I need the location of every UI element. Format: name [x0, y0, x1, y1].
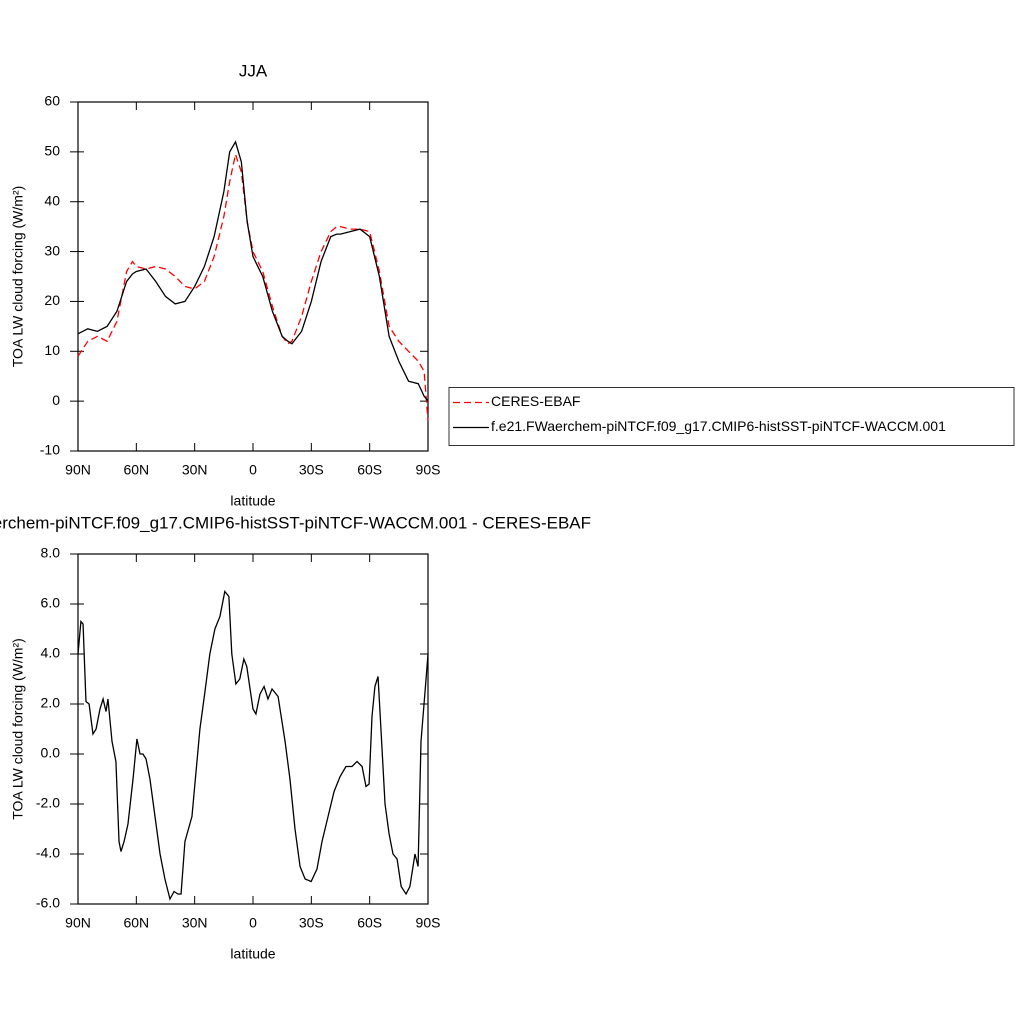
x-tick-label: 60S: [357, 462, 382, 478]
plot-frame: [77, 101, 429, 452]
y-tick-label: -2.0: [36, 795, 60, 811]
x-tick-label: 30S: [299, 915, 324, 931]
x-axis-label: latitude: [230, 946, 275, 962]
legend-box: [448, 387, 1015, 446]
y-tick-label: 6.0: [41, 595, 61, 611]
data-line: [77, 590, 429, 901]
y-tick-label: 20: [44, 292, 60, 308]
y-tick-label: 40: [44, 192, 60, 208]
x-tick-label: 60N: [123, 462, 149, 478]
x-tick-label: 30N: [182, 915, 208, 931]
chart-title: JJA: [239, 61, 268, 80]
y-tick-label: 30: [44, 242, 60, 258]
y-axis-label: TOA LW cloud forcing (W/m²): [10, 638, 26, 820]
chart-title: f.e21.FWaerchem-piNTCF.f09_g17.CMIP6-his…: [0, 513, 591, 532]
y-tick-label: -10: [40, 442, 60, 458]
y-tick-label: 2.0: [41, 695, 61, 711]
y-tick-label: -4.0: [36, 845, 60, 861]
x-tick-label: 0: [249, 915, 257, 931]
y-tick-label: 60: [44, 93, 60, 109]
data-line: [77, 140, 429, 402]
y-tick-label: -6.0: [36, 895, 60, 911]
data-line: [77, 151, 429, 422]
y-tick-label: 0.0: [41, 745, 61, 761]
x-tick-label: 90S: [416, 915, 441, 931]
legend-label: f.e21.FWaerchem-piNTCF.f09_g17.CMIP6-his…: [491, 418, 946, 434]
x-tick-label: 90S: [416, 462, 441, 478]
x-tick-label: 90N: [65, 915, 91, 931]
x-axis-label: latitude: [230, 493, 275, 509]
y-tick-label: 8.0: [41, 545, 61, 561]
x-tick-label: 0: [249, 462, 257, 478]
plot-frame: [77, 553, 429, 905]
y-axis-label: TOA LW cloud forcing (W/m²): [10, 186, 26, 368]
x-tick-label: 60S: [357, 915, 382, 931]
legend-label: CERES-EBAF: [491, 393, 580, 409]
y-tick-label: 10: [44, 342, 60, 358]
y-tick-label: 50: [44, 143, 60, 159]
y-tick-label: 0: [52, 392, 60, 408]
x-tick-label: 30S: [299, 462, 324, 478]
y-tick-label: 4.0: [41, 645, 61, 661]
x-tick-label: 60N: [123, 915, 149, 931]
x-tick-label: 30N: [182, 462, 208, 478]
x-tick-label: 90N: [65, 462, 91, 478]
